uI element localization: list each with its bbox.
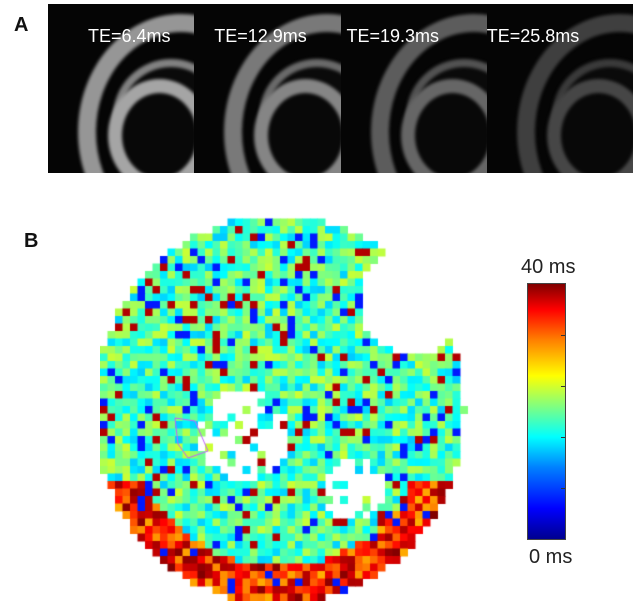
te-image-strip: TE=6.4ms TE=12.9ms TE=19.3ms TE=25.8ms bbox=[48, 4, 633, 173]
panel-b-label: B bbox=[24, 230, 39, 252]
mri-frame-1: TE=6.4ms bbox=[48, 4, 195, 173]
colorbar-min-label: 0 ms bbox=[529, 546, 573, 568]
panel-a-label: A bbox=[14, 14, 29, 36]
te-label: TE=6.4ms bbox=[88, 26, 171, 46]
t2star-map bbox=[100, 196, 475, 601]
te-label: TE=19.3ms bbox=[346, 26, 440, 46]
colorbar bbox=[527, 283, 566, 540]
colorbar-max-label: 40 ms bbox=[521, 256, 576, 278]
te-label: TE=12.9ms bbox=[214, 26, 307, 46]
mri-frame-2: TE=12.9ms bbox=[194, 4, 341, 173]
te-label: TE=25.8ms bbox=[486, 26, 580, 46]
mri-frame-4: TE=25.8ms bbox=[486, 4, 633, 173]
mri-frame-3: TE=19.3ms bbox=[340, 4, 487, 173]
